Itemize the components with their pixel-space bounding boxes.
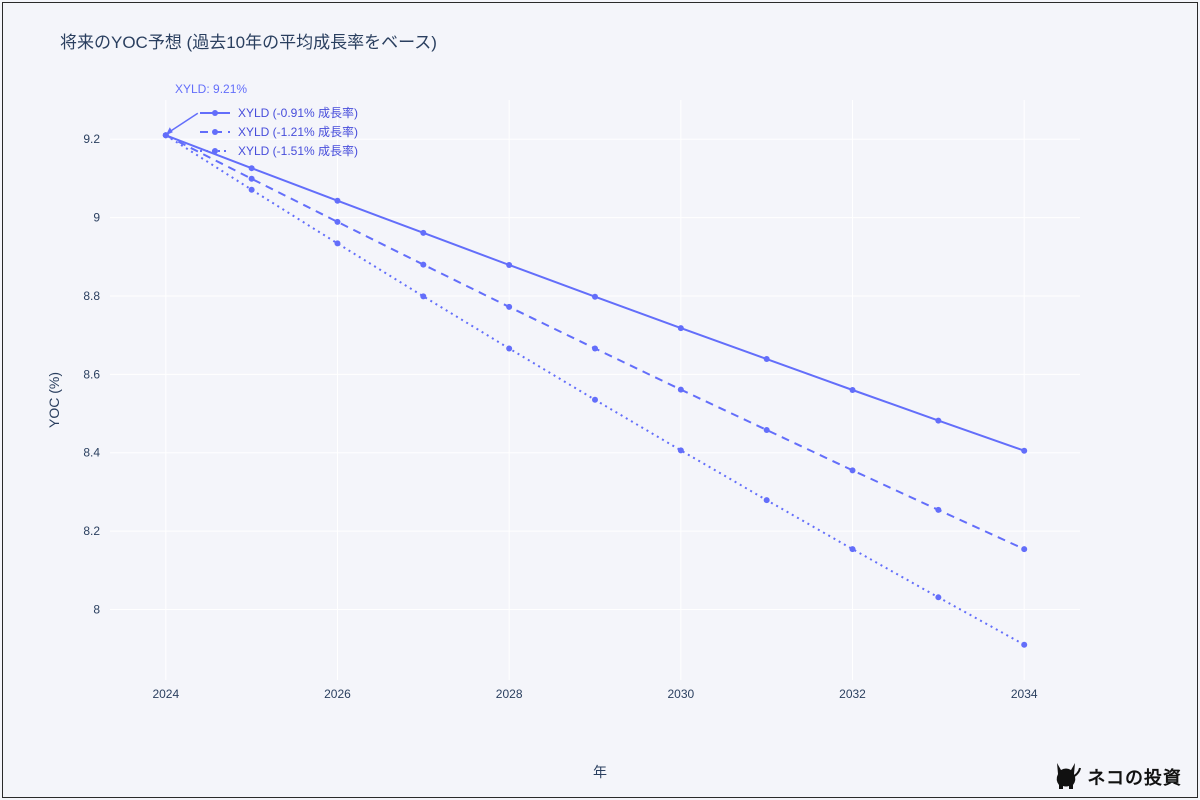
plot-area: 2024 2026 2028 2030 2032 2034 8 8.2 8.4 8.6 8.8 9 9.… (80, 90, 1090, 710)
svg-text:9.2: 9.2 (83, 132, 100, 146)
x-axis-label: 年 (0, 762, 1200, 782)
chart-title: 将来のYOC予想 (過去10年の平均成長率をベース) (60, 28, 437, 53)
watermark-text: ネコの投資 (1087, 764, 1182, 790)
svg-text:8.8: 8.8 (83, 289, 100, 303)
watermark: ネコの投資 (1051, 760, 1182, 790)
svg-text:2034: 2034 (1011, 687, 1038, 701)
svg-text:8.6: 8.6 (83, 367, 100, 381)
svg-text:8: 8 (93, 602, 100, 616)
y-axis-label: YOC (%) (46, 372, 62, 428)
svg-text:2024: 2024 (152, 687, 179, 701)
svg-text:2026: 2026 (324, 687, 351, 701)
legend-item[interactable]: XYLD (-0.91% 成長率) (200, 103, 358, 122)
legend-label: XYLD (-0.91% 成長率) (238, 104, 358, 121)
chart-svg: 2024 2026 2028 2030 2032 2034 8 8.2 8.4 8.6 8.8 9 9.… (80, 90, 1090, 710)
cat-icon (1051, 760, 1081, 790)
svg-text:2032: 2032 (839, 687, 866, 701)
svg-text:8.2: 8.2 (83, 524, 100, 538)
svg-text:8.4: 8.4 (83, 446, 100, 460)
legend-label: XYLD (-1.51% 成長率) (238, 142, 358, 159)
point-annotation: XYLD: 9.21% (175, 82, 247, 96)
legend-item[interactable]: XYLD (-1.51% 成長率) (200, 141, 358, 160)
legend-label: XYLD (-1.21% 成長率) (238, 123, 358, 140)
legend: XYLD (-0.91% 成長率) XYLD (-1.21% 成長率) XYLD (… (200, 103, 358, 160)
svg-text:2028: 2028 (496, 687, 523, 701)
svg-text:2030: 2030 (667, 687, 694, 701)
svg-text:9: 9 (93, 211, 100, 225)
legend-item[interactable]: XYLD (-1.21% 成長率) (200, 122, 358, 141)
